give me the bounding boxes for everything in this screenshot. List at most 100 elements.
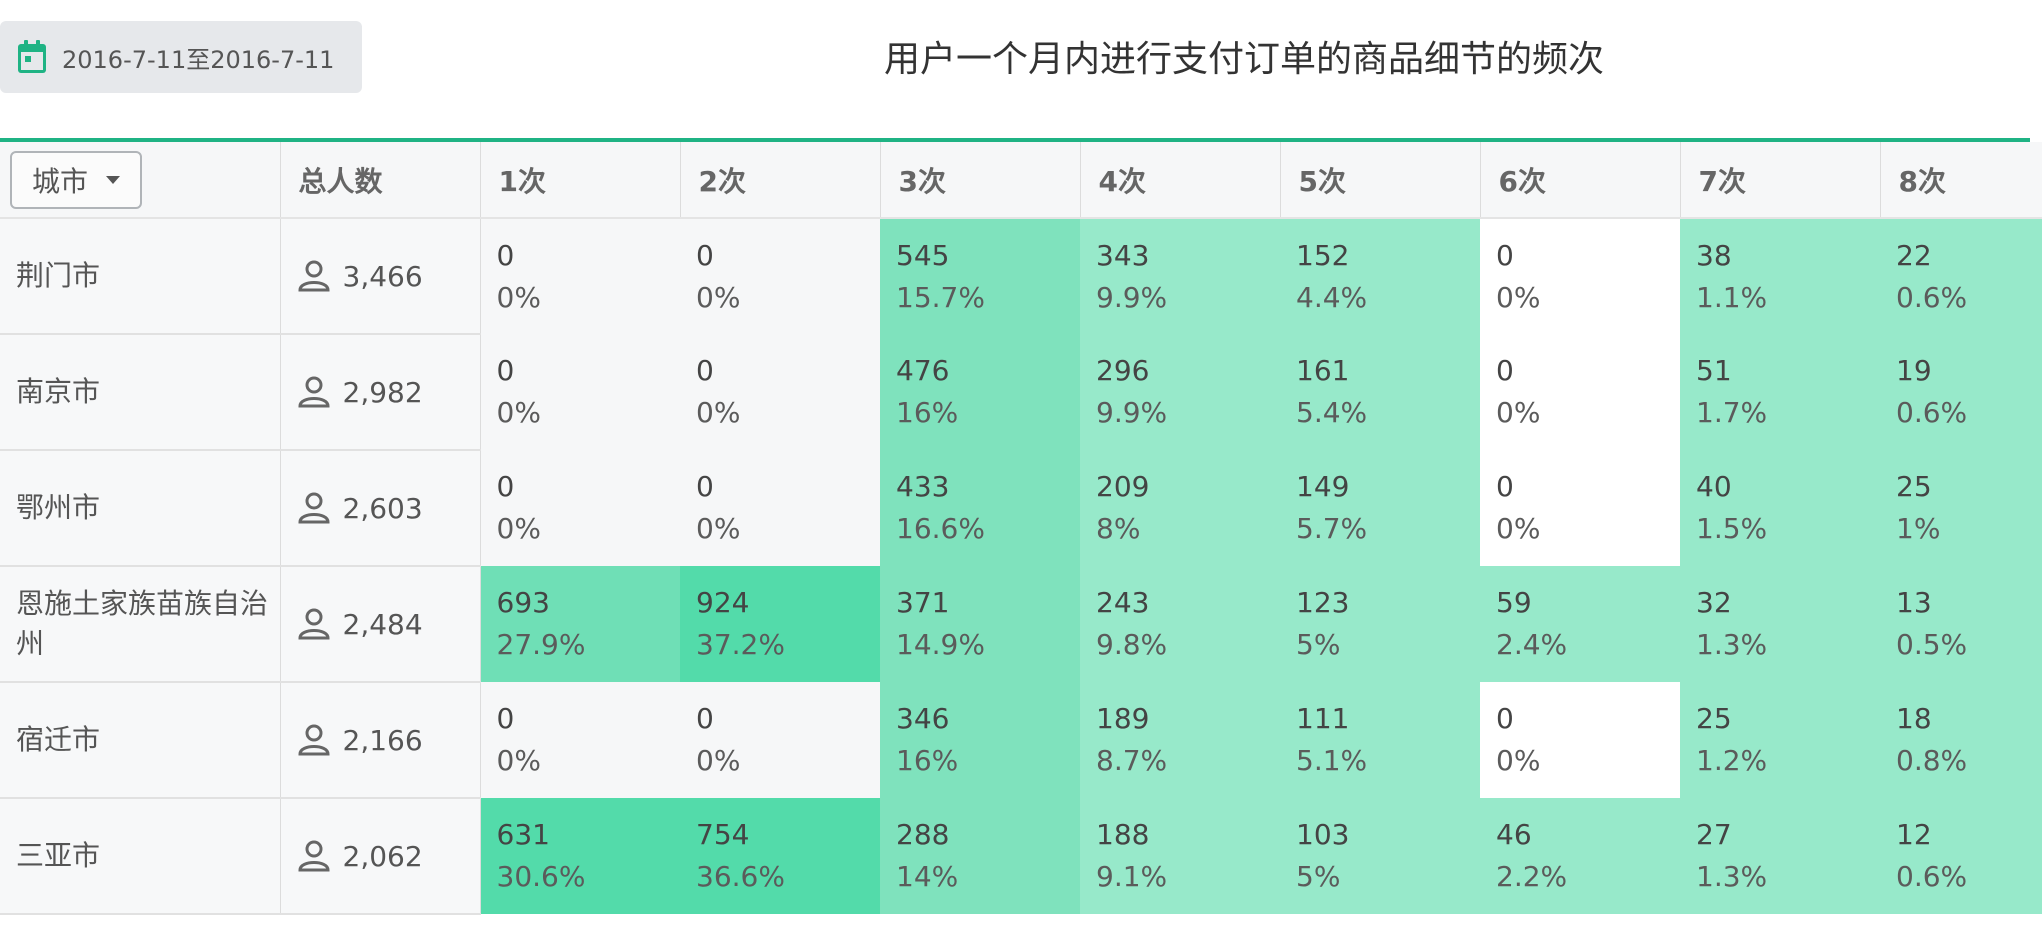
frequency-cell: 161 5.4%	[1280, 334, 1480, 450]
frequency-cell: 0 0%	[1480, 682, 1680, 798]
frequency-table: 城市 总人数 1次 2次 3次 4次 5次 6次 7次 8次 荆门市	[0, 142, 2042, 915]
total-users-cell: 2,484	[280, 566, 481, 683]
frequency-cell: 27 1.3%	[1680, 798, 1880, 914]
cell-percent: 2.2%	[1496, 860, 1568, 893]
cell-percent: 9.1%	[1096, 860, 1168, 893]
cell-percent: 1.2%	[1696, 744, 1768, 777]
table-row: 荆门市 3,466 0 0% 0 0% 545 15.7% 343 9.9% 152 4.…	[0, 218, 2042, 335]
cell-count: 0	[696, 238, 714, 272]
cell-percent: 37.2%	[696, 628, 785, 661]
frequency-cell: 433 16.6%	[880, 450, 1080, 566]
frequency-cell: 22 0.6%	[1880, 218, 2042, 334]
cell-percent: 36.6%	[696, 860, 785, 893]
column-header-5x: 5次	[1280, 142, 1481, 219]
table-row: 南京市 2,982 0 0% 0 0% 476 16% 296 9.9% 161 5.4%…	[0, 334, 2042, 451]
frequency-cell: 123 5%	[1280, 566, 1480, 682]
date-range-picker[interactable]: 2016-7-11至2016-7-11	[0, 21, 362, 93]
cell-percent: 9.9%	[1096, 396, 1168, 429]
cell-percent: 16.6%	[896, 512, 985, 545]
caret-down-icon	[106, 175, 121, 184]
cell-count: 22	[1896, 238, 1932, 272]
cell-count: 123	[1296, 586, 1350, 619]
column-header-2x: 2次	[680, 142, 881, 219]
city-name: 宿迁市	[0, 682, 281, 799]
frequency-cell: 19 0.6%	[1880, 334, 2042, 450]
frequency-cell: 288 14%	[880, 798, 1080, 914]
cell-count: 0	[496, 470, 515, 503]
cell-count: 433	[896, 470, 950, 503]
cell-count: 0	[696, 354, 714, 387]
cell-count: 149	[1296, 470, 1350, 503]
frequency-cell: 188 9.1%	[1080, 798, 1280, 914]
table-body: 荆门市 3,466 0 0% 0 0% 545 15.7% 343 9.9% 152 4.…	[0, 218, 2042, 915]
frequency-table-container: 城市 总人数 1次 2次 3次 4次 5次 6次 7次 8次 荆门市	[0, 138, 2042, 915]
cell-count: 0	[1496, 702, 1514, 735]
column-header-1x: 1次	[480, 142, 681, 219]
cell-percent: 5%	[1296, 860, 1341, 893]
city-name: 南京市	[0, 334, 281, 451]
cell-percent: 14%	[896, 860, 959, 893]
cell-count: 25	[1896, 470, 1932, 503]
frequency-cell: 152 4.4%	[1280, 218, 1480, 334]
table-header-row: 城市 总人数 1次 2次 3次 4次 5次 6次 7次 8次	[0, 142, 2042, 219]
person-icon	[297, 840, 330, 872]
table-row: 鄂州市 2,603 0 0% 0 0% 433 16.6% 209 8% 149 5.7%…	[0, 450, 2042, 567]
total-users-value: 2,603	[342, 491, 423, 525]
cell-count: 103	[1296, 818, 1350, 851]
frequency-cell: 0 0%	[680, 450, 880, 566]
total-users-value: 3,466	[342, 259, 423, 293]
total-users-value: 2,062	[342, 839, 423, 873]
frequency-cell: 754 36.6%	[680, 798, 880, 914]
cell-count: 46	[1496, 818, 1532, 851]
cell-count: 0	[1496, 354, 1514, 387]
cell-percent: 15.7%	[896, 280, 985, 314]
cell-percent: 9.9%	[1096, 280, 1168, 314]
cell-percent: 0%	[1496, 280, 1541, 314]
frequency-cell: 476 16%	[880, 334, 1080, 450]
cell-percent: 1.1%	[1696, 280, 1768, 314]
cell-percent: 0%	[1496, 512, 1541, 545]
total-users-value: 2,166	[342, 723, 423, 757]
cell-count: 343	[1096, 238, 1150, 272]
table-row: 宿迁市 2,166 0 0% 0 0% 346 16% 189 8.7% 111 5.1%…	[0, 682, 2042, 799]
cell-count: 545	[896, 238, 950, 272]
cell-count: 346	[896, 702, 950, 735]
column-header-3x: 3次	[880, 142, 1081, 219]
cell-percent: 1.5%	[1696, 512, 1768, 545]
cell-percent: 4.4%	[1296, 280, 1368, 314]
cell-count: 924	[696, 586, 750, 619]
frequency-cell: 189 8.7%	[1080, 682, 1280, 798]
city-select-label: 城市	[32, 164, 89, 198]
cell-percent: 0.6%	[1896, 396, 1968, 429]
frequency-cell: 12 0.6%	[1880, 798, 2042, 914]
cell-count: 243	[1096, 586, 1150, 619]
frequency-cell: 296 9.9%	[1080, 334, 1280, 450]
cell-percent: 0%	[1496, 744, 1541, 777]
frequency-cell: 25 1%	[1880, 450, 2042, 566]
cell-count: 25	[1696, 702, 1732, 735]
cell-count: 12	[1896, 818, 1932, 851]
city-name: 恩施土家族苗族自治州	[0, 566, 281, 683]
page-title: 用户一个月内进行支付订单的商品细节的频次	[884, 39, 1605, 80]
table-row: 三亚市 2,062 631 30.6% 754 36.6% 288 14% 188 9.…	[0, 798, 2042, 915]
frequency-cell: 631 30.6%	[480, 798, 680, 914]
frequency-cell: 343 9.9%	[1080, 218, 1280, 334]
cell-percent: 0.5%	[1896, 628, 1968, 661]
column-header-7x: 7次	[1680, 142, 1881, 219]
frequency-cell: 0 0%	[1480, 218, 1680, 334]
cell-percent: 0%	[696, 280, 741, 314]
cell-percent: 5%	[1296, 628, 1341, 661]
cell-count: 288	[896, 818, 950, 851]
frequency-cell: 0 0%	[480, 334, 680, 450]
toolbar: 2016-7-11至2016-7-11 用户一个月内进行支付订单的商品细节的频次	[0, 0, 2042, 140]
total-users-cell: 2,603	[280, 450, 481, 567]
cell-percent: 9.8%	[1096, 628, 1168, 661]
total-users-value: 2,484	[342, 607, 423, 641]
cell-percent: 0%	[496, 280, 541, 314]
city-dimension-select[interactable]: 城市	[10, 150, 143, 209]
cell-percent: 0.6%	[1896, 280, 1968, 314]
cell-count: 754	[696, 818, 750, 851]
cell-count: 296	[1096, 354, 1150, 387]
cell-count: 38	[1696, 238, 1732, 272]
column-header-total: 总人数	[280, 142, 481, 219]
